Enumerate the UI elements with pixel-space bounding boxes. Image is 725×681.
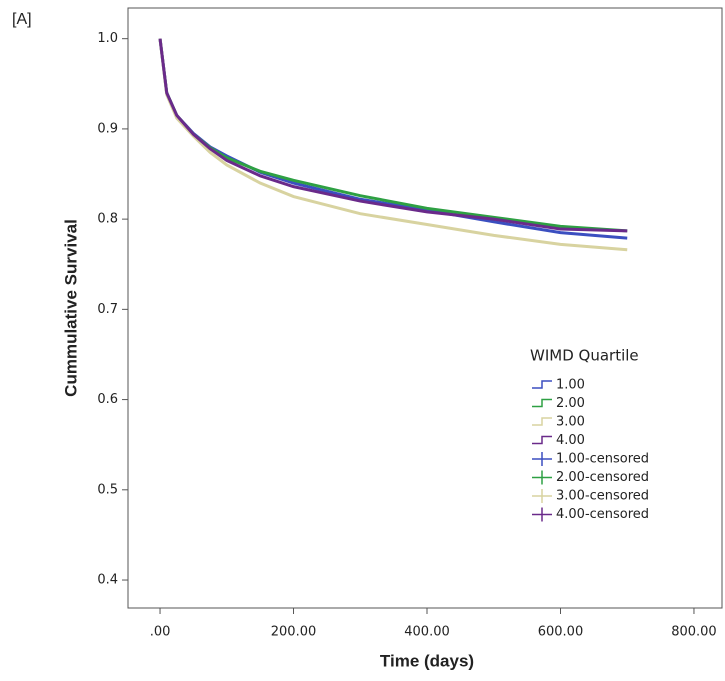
y-tick-label: 0.7: [97, 302, 118, 317]
y-tick-label: 0.4: [97, 573, 118, 588]
survival-line: [158, 38, 628, 233]
y-tick-label: 0.9: [97, 121, 118, 136]
legend-swatch: [532, 489, 552, 503]
legend-title: WIMD Quartile: [530, 347, 639, 365]
x-tick-label: .00: [150, 625, 171, 640]
x-tick-label: 400.00: [404, 625, 450, 640]
x-tick-label: 800.00: [671, 625, 717, 640]
panel-label: [A]: [12, 11, 32, 28]
x-tick-label: 600.00: [538, 625, 584, 640]
legend-label: 3.00: [556, 415, 585, 430]
legend-label: 2.00: [556, 396, 585, 411]
legend-swatch: [532, 380, 552, 389]
y-tick-label: 0.5: [97, 482, 118, 497]
y-tick-label: 0.6: [97, 392, 118, 407]
legend-swatch: [532, 398, 552, 408]
legend-label: 1.00-censored: [556, 452, 649, 467]
legend-swatch: [532, 507, 552, 522]
legend-swatch: [532, 417, 552, 426]
y-tick-label: 0.8: [97, 212, 118, 227]
y-axis-title: Cummulative Survival: [61, 219, 80, 397]
x-axis-title: Time (days): [380, 651, 474, 670]
legend-label: 4.00: [556, 433, 585, 448]
legend-label: 2.00-censored: [556, 470, 649, 485]
x-tick-label: 200.00: [271, 625, 317, 640]
y-tick-label: 1.0: [97, 31, 118, 46]
plot-frame: [127, 7, 723, 609]
legend-label: 4.00-censored: [556, 507, 649, 522]
survival-line: [158, 38, 628, 252]
legend-swatch: [532, 452, 552, 466]
legend-swatch: [532, 470, 552, 485]
legend-swatch: [532, 435, 552, 445]
legend-label: 3.00-censored: [556, 489, 649, 504]
legend-label: 1.00: [556, 378, 585, 393]
